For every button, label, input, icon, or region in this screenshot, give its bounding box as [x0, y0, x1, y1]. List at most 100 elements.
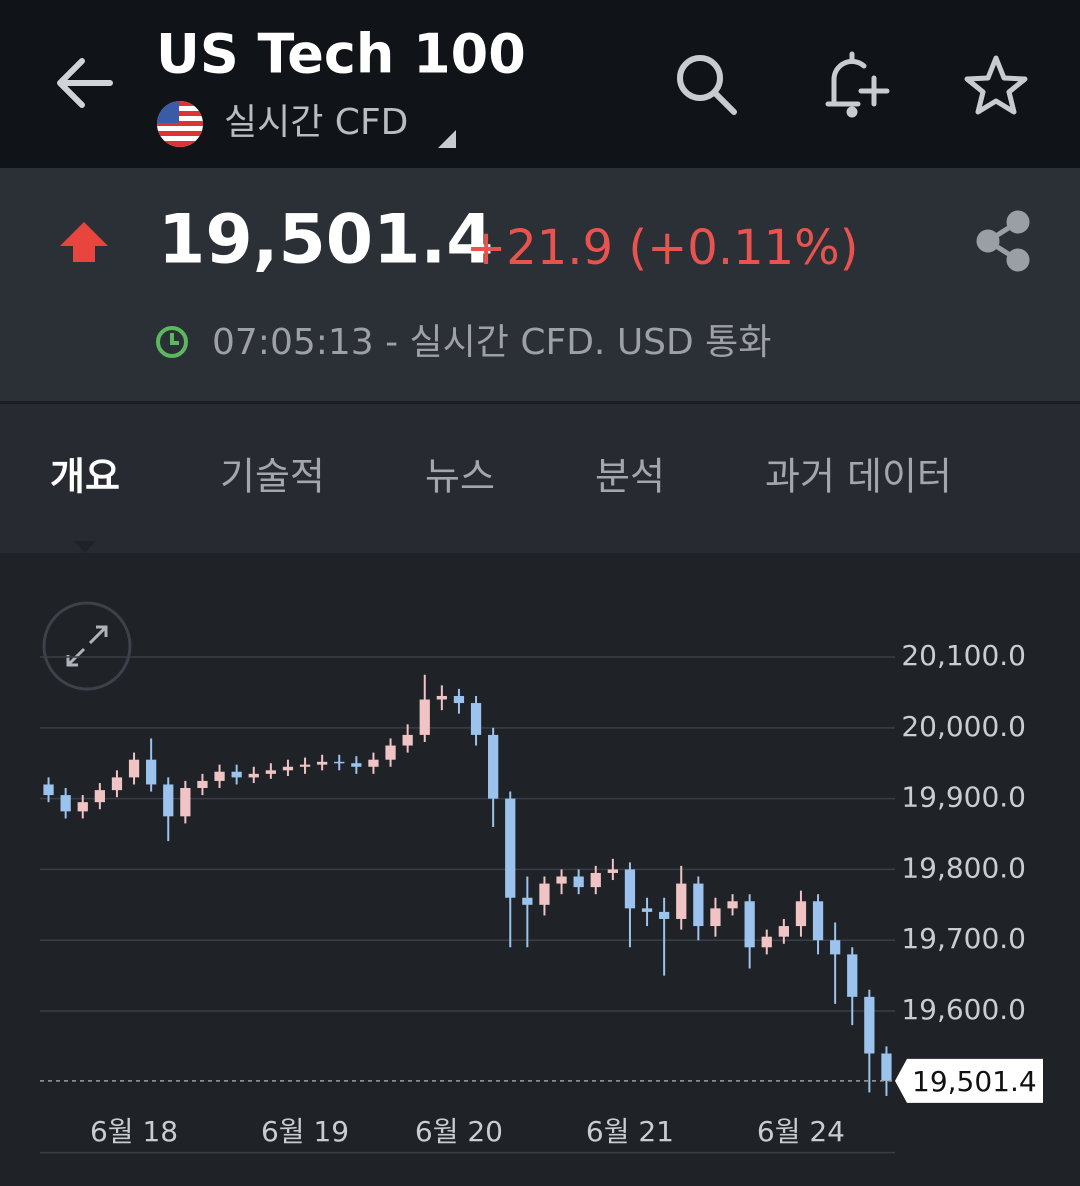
candle-body: [710, 908, 721, 927]
candle: [385, 738, 396, 767]
candle-body: [573, 876, 584, 888]
candle: [522, 876, 533, 948]
candle: [436, 685, 447, 711]
candle: [539, 876, 550, 916]
candle: [693, 876, 704, 941]
y-tick-label: 19,700.0: [901, 922, 1026, 955]
candle-body: [146, 759, 157, 785]
candle: [299, 757, 311, 774]
candle-body: [795, 901, 807, 927]
alert-icon[interactable]: [825, 51, 890, 118]
candle-body: [881, 1053, 892, 1081]
tab[interactable]: 분석: [595, 455, 665, 499]
candle-body: [659, 911, 670, 919]
y-tick-label: 19,800.0: [901, 851, 1026, 884]
candle-body: [317, 761, 328, 765]
up-arrow: [60, 222, 108, 262]
candle-body: [282, 766, 294, 771]
candle-body: [778, 926, 789, 937]
candle-body: [334, 761, 345, 764]
tab[interactable]: 과거 데이터: [765, 455, 952, 499]
candle: [881, 1046, 892, 1096]
tab-indicator: [74, 541, 96, 553]
candle-body: [522, 897, 533, 905]
candle-body: [231, 771, 242, 778]
candle: [419, 674, 430, 742]
y-tick-label: 20,000.0: [901, 710, 1026, 743]
candle: [180, 780, 191, 824]
candle-body: [744, 901, 755, 948]
candle-body: [693, 883, 704, 927]
candle-body: [847, 954, 858, 997]
candle: [795, 890, 807, 937]
candle: [146, 738, 157, 792]
tab[interactable]: 개요: [50, 455, 120, 499]
candle: [624, 862, 636, 948]
subtitle[interactable]: 실시간 CFD: [224, 102, 408, 143]
candle: [676, 865, 687, 930]
candle: [864, 989, 875, 1093]
candle-body: [214, 771, 225, 781]
candle-body: [180, 788, 191, 817]
candle: [77, 795, 88, 819]
candle: [111, 770, 123, 798]
candle: [214, 764, 225, 789]
y-tick-label: 20,100.0: [901, 639, 1026, 672]
search-icon[interactable]: [677, 55, 737, 115]
candle: [453, 688, 465, 714]
candle: [830, 922, 841, 1004]
candle-body: [163, 784, 174, 817]
candle-body: [111, 777, 123, 791]
candle-body: [436, 695, 447, 700]
candle: [847, 947, 858, 1026]
candle: [368, 752, 379, 774]
candle-body: [60, 795, 71, 812]
candle: [659, 897, 670, 976]
share-icon[interactable]: [976, 210, 1030, 272]
candle: [317, 754, 328, 771]
candle-body: [299, 764, 311, 767]
candle-body: [248, 773, 259, 778]
candle-body: [368, 759, 379, 767]
price-change: +21.9 (+0.11%): [466, 220, 859, 276]
favorite-icon[interactable]: [964, 55, 1028, 115]
price: 19,501.4: [158, 201, 494, 280]
candle-body: [128, 759, 140, 778]
candle-body: [351, 763, 362, 767]
candle: [744, 894, 755, 969]
candle: [351, 756, 362, 774]
candle: [761, 929, 772, 955]
tab[interactable]: 기술적: [220, 455, 325, 499]
expand-button[interactable]: [42, 601, 132, 691]
candle-body: [453, 695, 465, 704]
candle: [94, 783, 105, 810]
candle: [282, 759, 294, 776]
tab-bar[interactable]: [0, 404, 1080, 553]
candle: [607, 858, 618, 881]
candle-body: [505, 798, 516, 898]
candle-body: [94, 790, 105, 803]
y-tick-label: 19,600.0: [901, 993, 1026, 1026]
candle-body: [812, 901, 824, 941]
candle: [128, 752, 140, 785]
title: US Tech 100: [156, 23, 526, 86]
candle: [197, 773, 208, 796]
candle-body: [77, 802, 88, 812]
candle-body: [402, 734, 413, 746]
candle: [641, 897, 653, 927]
candle-body: [727, 901, 738, 909]
tab[interactable]: 뉴스: [425, 455, 495, 499]
candle-body: [419, 699, 430, 735]
candle-body: [830, 940, 841, 955]
x-tick-label: 6월 19: [261, 1115, 349, 1148]
candle-body: [488, 734, 499, 799]
candle: [812, 894, 824, 955]
back-button[interactable]: [57, 58, 113, 108]
candle: [590, 865, 601, 895]
divider: [0, 401, 1080, 404]
last-price-label: 19,501.4: [912, 1065, 1037, 1098]
last-price-tag: [895, 1058, 1043, 1103]
candle-body: [676, 883, 687, 919]
